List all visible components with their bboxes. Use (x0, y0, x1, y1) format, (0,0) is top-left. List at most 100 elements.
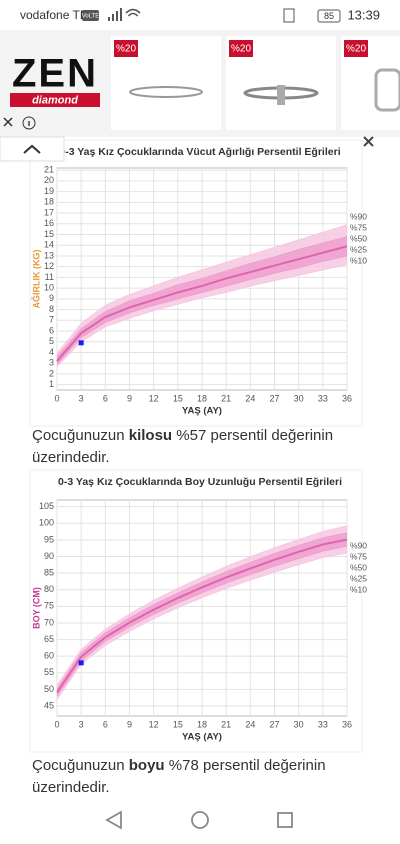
y-tick-label: 3 (49, 358, 54, 368)
x-tick-label: 9 (127, 393, 132, 403)
legend-label: %50 (350, 562, 367, 572)
y-tick-label: 19 (44, 186, 54, 196)
ad-badge (229, 40, 253, 57)
percentile-band (57, 236, 347, 365)
ad-info-dot (28, 121, 30, 126)
x-tick-label: 33 (318, 719, 328, 729)
result-text: Çocuğunuzun (32, 757, 125, 774)
y-tick-label: 5 (49, 336, 54, 346)
ad-close[interactable] (3, 117, 13, 127)
x-axis-label: YAŞ (AY) (182, 406, 222, 417)
chart: 0-3 Yaş Kız Çocuklarında Boy Uzunluğu Pe… (29, 469, 367, 753)
y-tick-label: 11 (45, 272, 54, 282)
y-tick-label: 6 (49, 325, 54, 335)
result-bold: boyu (128, 757, 165, 774)
y-tick-label: 21 (44, 165, 54, 175)
x-tick-label: 9 (127, 719, 132, 729)
percentile-line (56, 545, 348, 697)
x-tick-label: 27 (269, 393, 279, 403)
legend-label: %90 (350, 211, 367, 221)
nav-back[interactable] (105, 810, 122, 830)
percentile-band (57, 532, 347, 697)
legend-label: %75 (350, 222, 367, 232)
percentile-line (56, 224, 348, 354)
x-tick-label: 30 (294, 719, 304, 729)
y-tick-label: 90 (44, 551, 54, 561)
y-tick-label: 7 (49, 315, 54, 325)
y-tick-label: 13 (44, 250, 54, 260)
time: 13:39 (347, 7, 380, 22)
percentile-line (56, 525, 348, 686)
x-tick-label: 21 (221, 719, 231, 729)
x-tick-label: 6 (103, 719, 108, 729)
percentile-line (56, 264, 348, 367)
y-tick-label: 75 (44, 601, 54, 611)
result-text: %57 persentil değerinin üzerindedir. (32, 427, 334, 466)
percentile-line (56, 236, 348, 358)
x-tick-label: 12 (149, 719, 159, 729)
nav-recent[interactable] (277, 812, 293, 828)
y-tick-label: 85 (44, 567, 54, 577)
y-tick-label: 70 (44, 617, 54, 627)
x-tick-label: 15 (173, 719, 183, 729)
x-tick-label: 36 (342, 393, 352, 403)
result-bold: kilosu (128, 427, 173, 444)
y-tick-label: 95 (44, 534, 54, 544)
x-tick-label: 24 (245, 393, 255, 403)
battery-icon (317, 9, 341, 23)
result-height: Çocuğunuzun boyu %78 persentil değerinin… (32, 755, 367, 799)
y-tick-label: 16 (44, 218, 54, 228)
y-tick-label: 60 (44, 651, 54, 661)
child-point (78, 340, 84, 346)
x-tick-label: 12 (149, 393, 159, 403)
ad-badge-text: %20 (231, 44, 251, 55)
y-tick-label: 15 (44, 229, 54, 239)
result-weight: Çocuğunuzun kilosu %57 persentil değerin… (32, 425, 367, 469)
collapse-icon (23, 144, 41, 154)
percentile-line (56, 245, 348, 362)
ad-info[interactable] (22, 116, 36, 130)
y-tick-label: 4 (49, 347, 54, 357)
y-axis-label: BOY (CM) (31, 587, 41, 629)
ad-badge (344, 40, 368, 57)
y-tick-label: 2 (49, 368, 54, 378)
nav-home[interactable] (191, 811, 209, 829)
y-tick-label: 1 (49, 379, 54, 389)
y-tick-label: 55 (44, 667, 54, 677)
result-text: Çocuğunuzun (32, 427, 125, 444)
collapse-button[interactable] (0, 136, 65, 162)
y-tick-label: 10 (44, 282, 54, 292)
x-tick-label: 0 (54, 719, 59, 729)
x-tick-label: 3 (79, 719, 84, 729)
x-axis-label: YAŞ (AY) (182, 732, 222, 743)
y-tick-label: 9 (49, 293, 54, 303)
legend-label: %10 (350, 584, 367, 594)
legend-label: %25 (350, 573, 367, 583)
y-tick-label: 18 (44, 197, 54, 207)
ad-brand-ribbon (10, 93, 100, 107)
y-tick-label: 80 (44, 584, 54, 594)
network-badge (82, 10, 99, 21)
y-tick-label: 50 (44, 684, 54, 694)
x-tick-label: 3 (79, 393, 84, 403)
y-axis-label: AĞIRLIK (KG) (30, 250, 41, 309)
x-tick-label: 27 (269, 719, 279, 729)
y-tick-label: 105 (39, 501, 54, 511)
percentile-line (56, 255, 348, 365)
y-tick-label: 14 (44, 240, 54, 250)
x-tick-label: 33 (318, 393, 328, 403)
legend-label: %90 (350, 540, 367, 550)
carrier: vodafone TR (20, 8, 89, 22)
x-tick-label: 21 (221, 393, 231, 403)
x-tick-label: 18 (197, 719, 207, 729)
x-tick-label: 0 (54, 393, 59, 403)
y-tick-label: 20 (44, 175, 54, 185)
chart-title: 0-3 Yaş Kız Çocuklarında Vücut Ağırlığı … (59, 146, 340, 158)
chart-title: 0-3 Yaş Kız Çocuklarında Boy Uzunluğu Pe… (58, 476, 342, 488)
close-button[interactable] (363, 136, 374, 147)
y-tick-label: 45 (44, 700, 54, 710)
legend-label: %75 (350, 551, 367, 561)
y-tick-label: 12 (44, 261, 54, 271)
y-tick-label: 100 (39, 518, 54, 528)
